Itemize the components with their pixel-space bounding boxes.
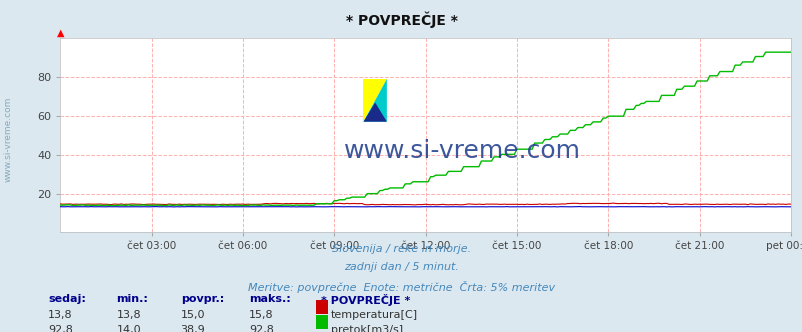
- Text: * POVPREČJE *: * POVPREČJE *: [321, 294, 410, 306]
- Text: www.si-vreme.com: www.si-vreme.com: [343, 139, 580, 163]
- Text: sedaj:: sedaj:: [48, 294, 86, 304]
- Text: 13,8: 13,8: [116, 310, 141, 320]
- Polygon shape: [363, 79, 387, 122]
- Text: 38,9: 38,9: [180, 325, 205, 332]
- Text: povpr.:: povpr.:: [180, 294, 224, 304]
- Text: 92,8: 92,8: [249, 325, 273, 332]
- Text: 92,8: 92,8: [48, 325, 73, 332]
- Text: ▲: ▲: [56, 28, 64, 38]
- Text: 15,8: 15,8: [249, 310, 273, 320]
- Text: 13,8: 13,8: [48, 310, 73, 320]
- Text: maks.:: maks.:: [249, 294, 290, 304]
- Text: www.si-vreme.com: www.si-vreme.com: [3, 97, 13, 182]
- Text: Meritve: povprečne  Enote: metrične  Črta: 5% meritev: Meritve: povprečne Enote: metrične Črta:…: [248, 281, 554, 292]
- Text: min.:: min.:: [116, 294, 148, 304]
- Text: Slovenija / reke in morje.: Slovenija / reke in morje.: [331, 244, 471, 254]
- Text: 15,0: 15,0: [180, 310, 205, 320]
- Text: pretok[m3/s]: pretok[m3/s]: [330, 325, 403, 332]
- Polygon shape: [363, 79, 387, 122]
- Polygon shape: [363, 103, 387, 122]
- Text: * POVPREČJE *: * POVPREČJE *: [345, 12, 457, 28]
- Text: temperatura[C]: temperatura[C]: [330, 310, 417, 320]
- Text: zadnji dan / 5 minut.: zadnji dan / 5 minut.: [343, 262, 459, 272]
- Text: 14,0: 14,0: [116, 325, 141, 332]
